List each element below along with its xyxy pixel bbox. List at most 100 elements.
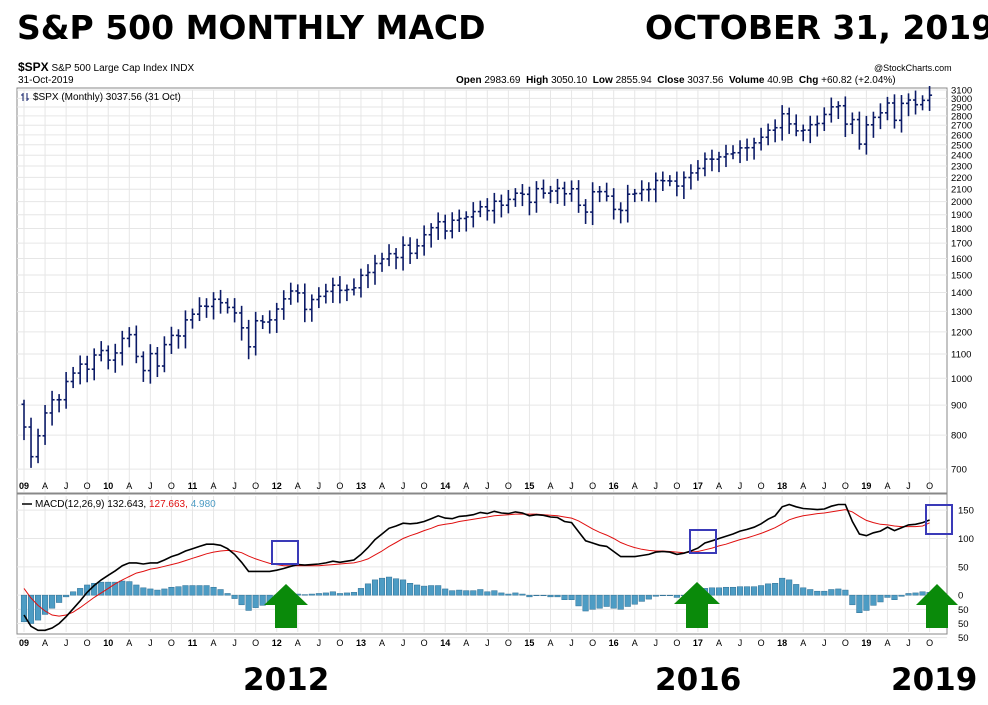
signal-line — [23, 509, 930, 617]
price-ohlc-bar — [877, 103, 883, 130]
price-ohlc-bar — [428, 223, 434, 248]
macd-legend-macd: 132.643, — [107, 499, 146, 510]
histogram-bar — [203, 585, 210, 596]
price-y-tick-label: 900 — [951, 401, 967, 412]
price-x-tick-label: A — [379, 481, 385, 491]
price-ohlc-bar — [154, 346, 160, 378]
price-x-tick-label: A — [126, 481, 132, 491]
histogram-bar — [224, 593, 231, 596]
watermark: @StockCharts.com — [874, 63, 952, 73]
price-x-tick-label: 10 — [103, 481, 113, 491]
histogram-bar — [245, 594, 252, 611]
price-y-tick-label: 2000 — [951, 197, 972, 208]
price-ohlc-bar — [246, 319, 252, 360]
macd-y-tick-label: 50 — [958, 619, 969, 630]
price-x-tick-label: 18 — [777, 481, 787, 491]
histogram-bar — [673, 594, 680, 598]
histogram-bar — [56, 594, 63, 603]
histogram-bar — [617, 594, 624, 610]
open-value: 2983.69 — [484, 75, 521, 86]
price-x-tick-label: J — [738, 481, 743, 491]
histogram-bar — [708, 587, 716, 596]
highlight-box-2012 — [271, 540, 299, 565]
histogram-bar — [575, 594, 582, 607]
histogram-bar — [34, 594, 42, 621]
histogram-bar — [715, 587, 723, 596]
price-ohlc-bar — [204, 298, 210, 318]
price-ohlc-bar — [505, 189, 511, 214]
histogram-bar — [442, 588, 449, 596]
macd-x-tick-label: A — [716, 638, 722, 648]
price-y-tick-label: 1800 — [951, 224, 972, 235]
price-x-tick-label: A — [716, 481, 722, 491]
price-x-tick-label: O — [673, 481, 680, 491]
price-x-tick-label: 16 — [609, 481, 619, 491]
histogram-bar — [582, 594, 589, 612]
histogram-bar — [519, 593, 526, 596]
price-ohlc-bar — [260, 315, 266, 330]
volume-value: 40.9B — [767, 75, 794, 86]
price-x-tick-label: J — [317, 481, 322, 491]
macd-x-tick-label: 15 — [524, 638, 534, 648]
macd-line — [23, 503, 930, 632]
histogram-bar — [70, 591, 77, 596]
price-y-tick-label: 1000 — [951, 374, 972, 385]
price-ohlc-bar — [730, 145, 736, 160]
price-ohlc-bar — [828, 97, 834, 123]
price-ohlc-bar — [295, 284, 301, 303]
histogram-bar — [112, 581, 119, 596]
macd-y-tick-label: 100 — [958, 534, 974, 545]
price-ohlc-bar — [35, 428, 41, 464]
price-y-tick-label: 1300 — [951, 307, 972, 318]
macd-x-tick-label: O — [589, 638, 596, 648]
price-ohlc-bar — [611, 188, 617, 220]
histogram-bar — [540, 594, 547, 597]
histogram-bar — [477, 589, 484, 596]
price-ohlc-bar — [491, 192, 497, 224]
macd-x-tick-label: 14 — [440, 638, 450, 648]
price-x-tick-label: J — [822, 481, 827, 491]
price-y-tick-label: 2200 — [951, 173, 972, 184]
price-ohlc-bar — [330, 277, 336, 303]
price-ohlc-bar — [274, 302, 280, 333]
year-label-2012: 2012 — [243, 662, 330, 698]
macd-x-tick-label: 10 — [103, 638, 113, 648]
histogram-bar — [175, 586, 182, 596]
histogram-bar — [793, 584, 800, 596]
price-x-tick-label: O — [589, 481, 596, 491]
histogram-bar — [652, 594, 659, 597]
price-x-tick-label: A — [42, 481, 48, 491]
macd-y-axis: 150 100 50 0 50 50 50 — [958, 506, 974, 645]
histogram-bar — [596, 594, 603, 609]
close-value: 3037.56 — [687, 75, 724, 86]
histogram-bar — [140, 587, 147, 596]
macd-x-tick-label: A — [295, 638, 301, 648]
macd-x-tick-label: O — [421, 638, 428, 648]
histogram-bar — [610, 594, 617, 609]
low-label: Low — [592, 75, 613, 86]
price-ohlc-bar — [189, 308, 195, 329]
price-x-tick-label: J — [654, 481, 659, 491]
price-ohlc-bar — [695, 160, 701, 181]
histogram-bar — [729, 586, 737, 596]
price-y-tick-label: 1500 — [951, 270, 972, 281]
histogram-bar — [414, 584, 421, 596]
histogram-bar — [189, 585, 196, 596]
price-ohlc-bar — [484, 198, 490, 221]
price-ohlc-bar — [779, 105, 785, 141]
histogram-bar — [196, 585, 203, 596]
legend-blank-area — [26, 112, 176, 150]
price-ohlc-bar — [800, 124, 806, 142]
histogram-bar — [877, 594, 884, 603]
price-x-tick-label: 09 — [19, 481, 29, 491]
macd-x-tick-label: J — [317, 638, 322, 648]
histogram-bar — [98, 581, 105, 596]
histogram-bar — [182, 585, 189, 596]
histogram-bar — [322, 592, 329, 596]
histogram-bar — [554, 594, 561, 598]
macd-y-tick-label: 50 — [958, 562, 969, 573]
price-x-tick-label: J — [232, 481, 237, 491]
price-ohlc-bar — [498, 194, 504, 218]
histogram-bar — [814, 590, 821, 596]
histogram-bar — [561, 594, 568, 600]
